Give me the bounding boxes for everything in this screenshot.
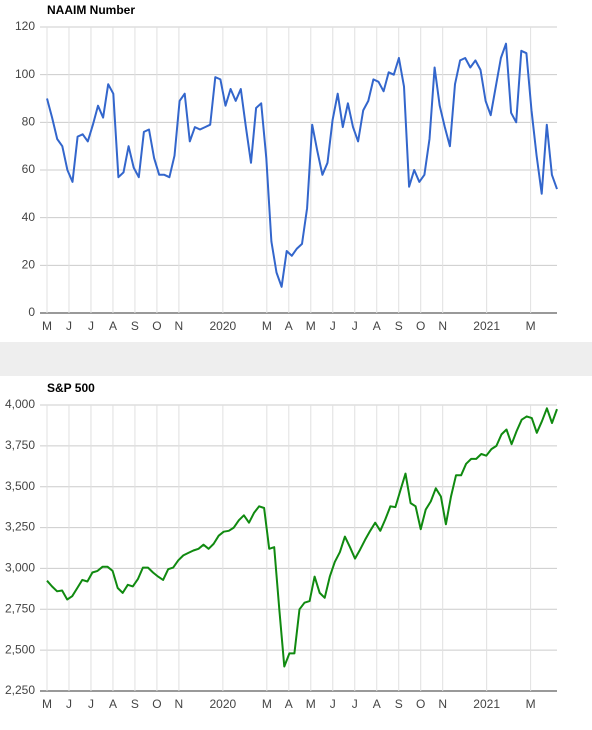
y-tick-label: 0 (28, 305, 35, 319)
y-tick-label: 40 (22, 210, 36, 224)
x-tick-label: J (66, 319, 72, 333)
y-tick-label: 4,000 (5, 397, 35, 411)
x-tick-label: S (131, 319, 139, 333)
x-tick-label: N (175, 319, 184, 333)
x-tick-label: 2021 (473, 697, 500, 711)
x-tick-label: A (109, 697, 117, 711)
x-tick-label: N (438, 697, 447, 711)
x-tick-label: M (306, 697, 316, 711)
y-tick-label: 2,750 (5, 601, 35, 615)
y-tick-label: 3,750 (5, 438, 35, 452)
y-tick-label: 2,250 (5, 683, 35, 697)
x-tick-label: J (88, 319, 94, 333)
data-line (46, 407, 558, 668)
x-tick-label: M (42, 697, 52, 711)
y-tick-label: 100 (15, 67, 35, 81)
x-tick-label: M (42, 319, 52, 333)
x-tick-label: J (352, 319, 358, 333)
y-tick-label: 2,500 (5, 642, 35, 656)
x-tick-label: J (330, 319, 336, 333)
x-tick-label: 2020 (210, 697, 237, 711)
chart-title: S&P 500 (47, 381, 95, 395)
y-tick-label: 3,500 (5, 479, 35, 493)
x-tick-label: 2021 (473, 319, 500, 333)
x-tick-label: O (152, 697, 161, 711)
x-tick-label: J (66, 697, 72, 711)
y-tick-label: 20 (22, 258, 36, 272)
x-tick-label: N (175, 697, 184, 711)
chart-title: NAAIM Number (47, 3, 135, 17)
x-tick-label: S (395, 319, 403, 333)
x-tick-label: S (131, 697, 139, 711)
y-tick-label: 120 (15, 19, 35, 33)
x-tick-label: M (262, 319, 272, 333)
x-tick-label: A (373, 697, 381, 711)
x-tick-label: O (152, 319, 161, 333)
x-tick-label: M (262, 697, 272, 711)
x-tick-label: A (109, 319, 117, 333)
y-tick-label: 60 (22, 162, 36, 176)
x-tick-label: J (330, 697, 336, 711)
x-tick-label: M (526, 319, 536, 333)
y-tick-label: 3,000 (5, 561, 35, 575)
x-tick-label: N (438, 319, 447, 333)
x-tick-label: M (306, 319, 316, 333)
x-tick-label: S (395, 697, 403, 711)
separator (0, 342, 592, 376)
x-tick-label: A (285, 697, 293, 711)
x-tick-label: 2020 (210, 319, 237, 333)
y-tick-label: 3,250 (5, 520, 35, 534)
data-line (46, 42, 558, 288)
x-tick-label: O (416, 319, 425, 333)
x-tick-label: M (526, 697, 536, 711)
x-tick-label: O (416, 697, 425, 711)
chart: S&P 500 2,250 2,500 2,750 3,000 3,250 3,500 3,7… (5, 381, 558, 711)
x-tick-label: J (352, 697, 358, 711)
x-tick-label: J (88, 697, 94, 711)
x-tick-label: A (373, 319, 381, 333)
x-tick-label: A (285, 319, 293, 333)
y-tick-label: 80 (22, 115, 36, 129)
